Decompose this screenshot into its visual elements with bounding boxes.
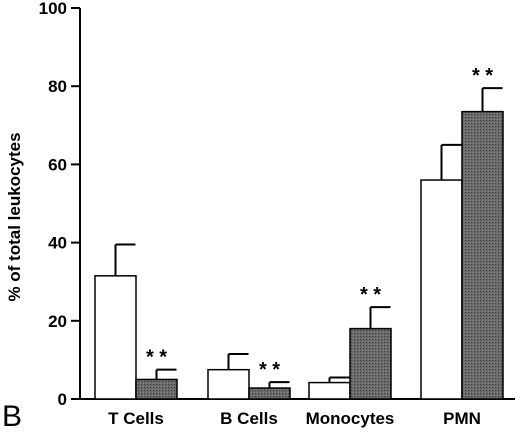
bar (420, 179, 463, 400)
bar (207, 368, 250, 400)
y-tick-label: 100 (39, 0, 67, 18)
y-tick-label: 40 (48, 234, 67, 253)
significance-marker: * * (472, 65, 493, 87)
labels: 0 20 40 60 80 100 T Cells B Cells Monocytes PMN * … (39, 0, 494, 428)
bar (461, 110, 504, 400)
bar (349, 327, 392, 400)
bar (248, 387, 291, 400)
panel-label: B (2, 400, 22, 433)
y-tick-label: 0 (58, 390, 67, 409)
x-tick-label: PMN (443, 409, 481, 428)
bar (308, 381, 351, 400)
bars (94, 87, 504, 400)
y-tick-label: 80 (48, 77, 67, 96)
y-tick-label: 60 (48, 155, 67, 174)
bar (94, 275, 137, 400)
significance-marker: * * (360, 284, 381, 306)
y-axis-label: % of total leukocytes (5, 132, 24, 301)
x-tick-label: Monocytes (306, 409, 395, 428)
x-tick-label: B Cells (220, 409, 278, 428)
bar (135, 378, 178, 400)
significance-marker: * * (259, 359, 280, 381)
significance-marker: * * (146, 347, 167, 369)
x-tick-label: T Cells (108, 409, 164, 428)
y-tick-label: 20 (48, 312, 67, 331)
